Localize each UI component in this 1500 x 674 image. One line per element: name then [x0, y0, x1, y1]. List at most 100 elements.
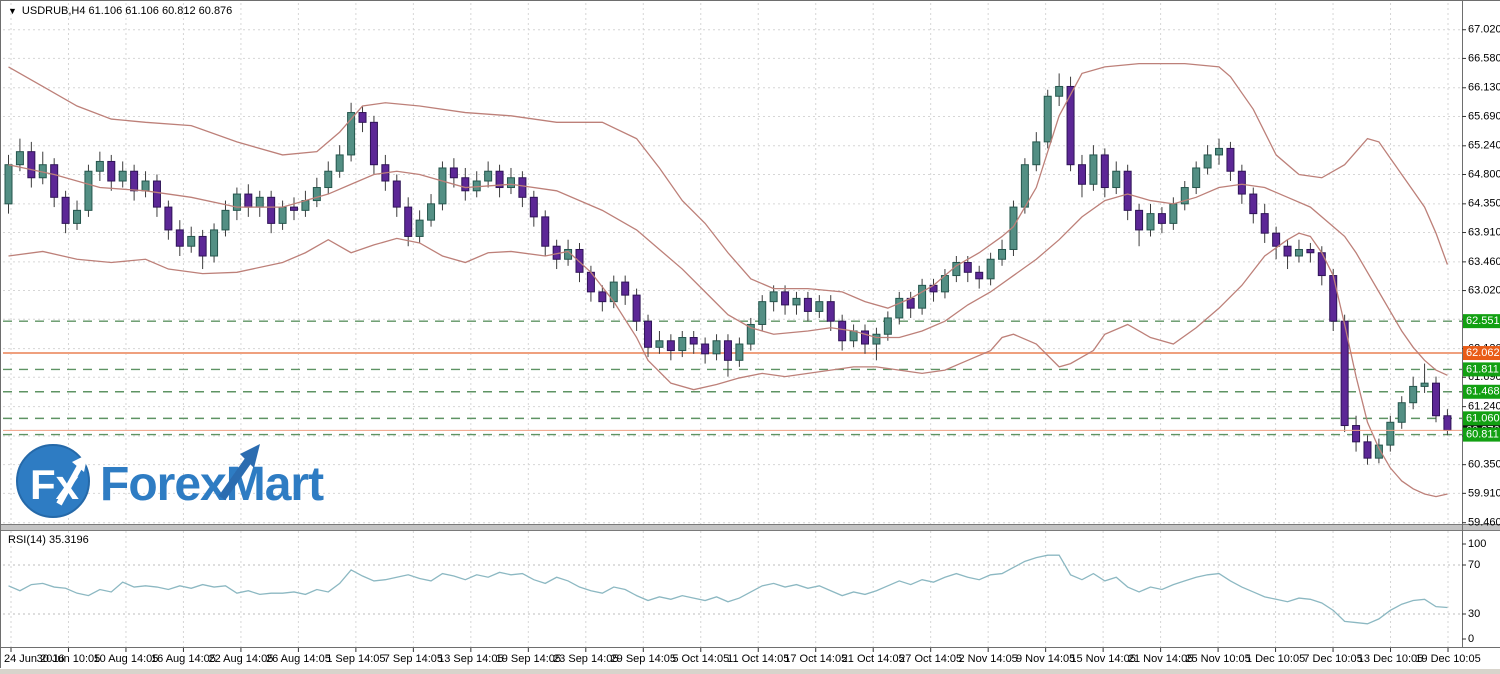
price-tick-label: 66.580 — [1468, 52, 1500, 64]
candle — [769, 285, 778, 312]
date-tick-label: 7 Dec 10:05 — [1303, 653, 1362, 665]
date-tick-label: 25 Nov 10:05 — [1185, 653, 1250, 665]
candle — [712, 334, 721, 361]
candle — [404, 197, 413, 247]
symbol-info-line: ▼ USDRUB,H4 61.106 61.106 60.812 60.876 — [8, 5, 232, 17]
candle — [118, 161, 127, 188]
grid-layer — [3, 3, 1462, 647]
candle — [95, 151, 104, 182]
date-tick-label: 13 Sep 14:05 — [438, 653, 503, 665]
price-tick-label: 63.910 — [1468, 226, 1500, 238]
candle — [130, 164, 139, 201]
candle — [689, 330, 698, 354]
candle — [392, 174, 401, 217]
candle — [701, 337, 710, 364]
price-axis: 67.020 66.580 66.130 65.690 65.240 64.800 64.3… — [1462, 24, 1500, 529]
rsi-tick-label: 30 — [1468, 608, 1480, 620]
candle — [1432, 376, 1440, 423]
candle — [781, 285, 790, 315]
candle — [815, 295, 824, 318]
candle — [792, 291, 801, 315]
rsi-line — [8, 554, 1448, 625]
candle — [221, 200, 230, 237]
date-tick-label: 15 Nov 14:05 — [1070, 653, 1135, 665]
price-tick-label: 65.240 — [1468, 140, 1500, 152]
price-tick-label: 60.350 — [1468, 459, 1500, 471]
candle — [849, 324, 858, 348]
candle — [632, 288, 641, 331]
date-tick-label: 21 Oct 14:05 — [842, 653, 905, 665]
rsi-tick-label: 0 — [1468, 633, 1474, 645]
candle — [986, 252, 995, 286]
date-tick-label: 9 Nov 14:05 — [1016, 653, 1075, 665]
price-tick-label: 59.460 — [1468, 517, 1500, 529]
candle — [210, 223, 219, 263]
candle — [963, 256, 972, 283]
candle — [564, 239, 573, 266]
candle — [1215, 138, 1224, 165]
candle — [826, 295, 835, 331]
candle — [73, 200, 82, 230]
date-tick-label: 5 Oct 14:05 — [672, 653, 729, 665]
candle — [918, 278, 927, 315]
date-tick-label: 22 Aug 14:05 — [208, 653, 273, 665]
candle — [1146, 203, 1155, 237]
panel-divider[interactable] — [0, 524, 1500, 531]
candle — [461, 167, 470, 201]
candle — [141, 171, 150, 198]
candle — [609, 275, 618, 309]
candle — [644, 314, 653, 358]
date-tick-label: 16 Aug 14:05 — [151, 653, 216, 665]
candle — [666, 334, 675, 361]
candle — [427, 194, 436, 227]
candle — [803, 291, 812, 322]
rsi-axis: 100 70 30 0 — [1462, 538, 1486, 645]
candle — [678, 330, 687, 358]
candle — [1089, 145, 1098, 191]
candle — [152, 174, 161, 217]
forexmart-logo: Fx ForexMart — [12, 442, 342, 527]
candle — [861, 324, 869, 354]
candle — [1420, 363, 1429, 393]
candle — [232, 187, 241, 221]
rsi-tick-label: 70 — [1468, 559, 1480, 571]
logo-arrow-icon — [56, 454, 88, 506]
rsi-label-text: RSI(14) 35.3196 — [8, 534, 89, 546]
candle — [198, 229, 207, 270]
candle — [1294, 239, 1303, 263]
candle — [1272, 226, 1281, 260]
candles-layer — [4, 73, 1452, 465]
rsi-indicator-label: RSI(14) 35.3196 — [8, 534, 89, 546]
level-lines-layer — [3, 320, 1462, 436]
candle — [1306, 242, 1315, 263]
price-tick-label: 59.910 — [1468, 487, 1500, 499]
candle — [586, 265, 595, 302]
candle — [164, 200, 173, 240]
candle — [484, 161, 493, 188]
svg-text:62.551: 62.551 — [1466, 315, 1500, 327]
candle — [1363, 435, 1372, 465]
candle — [1192, 161, 1201, 195]
candle — [107, 154, 116, 191]
candle — [518, 171, 527, 208]
rsi-tick-label: 100 — [1468, 538, 1486, 550]
price-tick-label: 64.800 — [1468, 168, 1500, 180]
date-tick-label: 17 Oct 14:05 — [784, 653, 847, 665]
rsi-layer — [8, 554, 1448, 625]
candle — [312, 177, 321, 208]
price-badge: 62.062 — [1463, 346, 1500, 361]
symbol-ohlc-text: USDRUB,H4 61.106 61.106 60.812 60.876 — [21, 5, 233, 17]
candle — [1352, 415, 1361, 452]
price-tick-label: 61.240 — [1468, 401, 1500, 413]
candle — [1374, 438, 1383, 464]
candle — [335, 145, 344, 178]
candle — [872, 327, 881, 361]
candle — [1409, 376, 1418, 410]
price-badges: 60.87662.55162.06261.81161.46861.06060.8… — [1463, 314, 1500, 442]
price-badge: 62.551 — [1463, 314, 1500, 329]
candle — [15, 138, 24, 172]
candle — [1009, 200, 1018, 257]
